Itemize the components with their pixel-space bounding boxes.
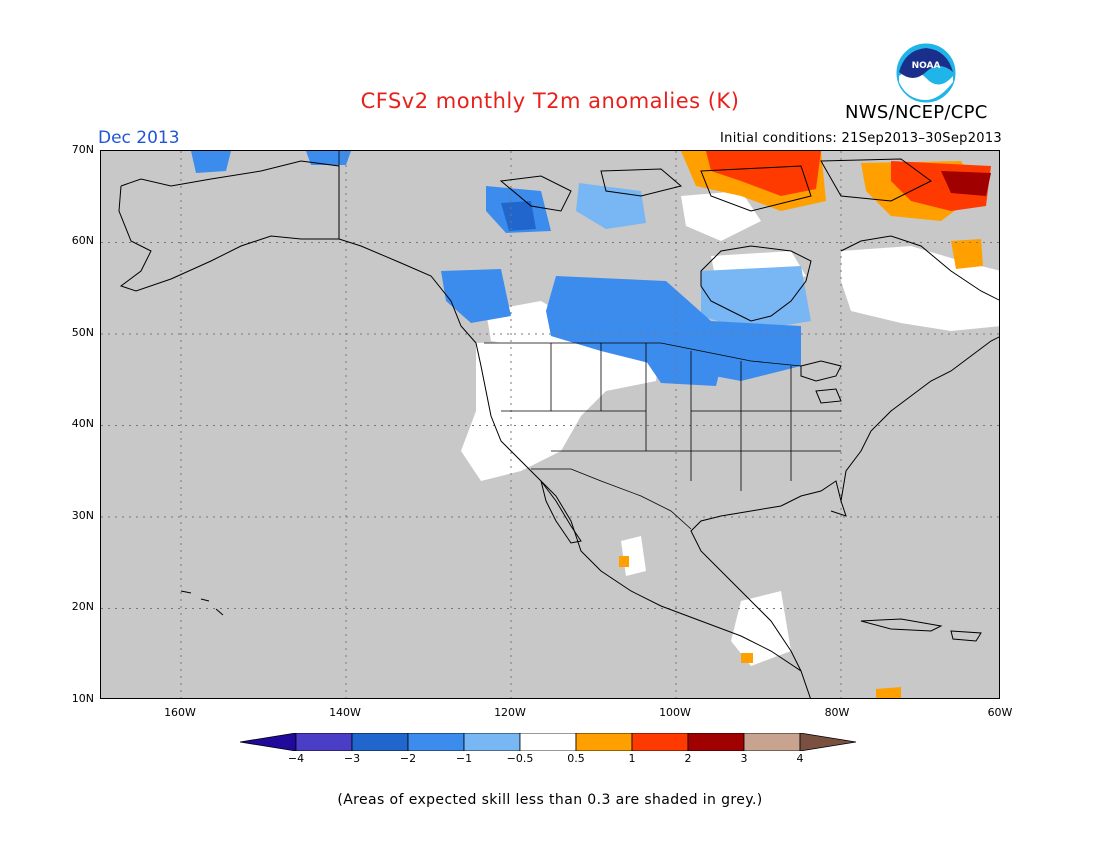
near-normal-west <box>461 337 661 481</box>
cool-light-arctic <box>576 183 646 229</box>
cool-alaska-north <box>191 151 231 173</box>
warm-red-greenland <box>706 151 821 196</box>
warm-dark-baffin <box>941 171 991 196</box>
gulf-coast <box>690 480 847 672</box>
colorbar-segment <box>463 732 521 752</box>
hawaii <box>180 590 224 616</box>
colorbar-segment <box>575 732 633 752</box>
initial-conditions: Initial conditions: 21Sep2013–30Sep2013 <box>720 131 1002 146</box>
colorbar-tick-label: 1 <box>628 752 636 765</box>
colorbar-tick-label: 3 <box>740 752 748 765</box>
lat-label: 40N <box>71 417 94 430</box>
colorbar-low-arrow <box>239 732 297 752</box>
colorbar-tick-label: 0.5 <box>567 752 585 765</box>
great-lakes <box>800 360 842 404</box>
colorbar <box>239 732 860 752</box>
lat-label: 30N <box>71 509 94 522</box>
lat-label: 50N <box>71 326 94 339</box>
colorbar-high-arrow <box>799 732 857 752</box>
near-normal-arctic-east <box>681 191 761 241</box>
warm-caribbean-spot <box>876 687 901 698</box>
atlantic-coast <box>840 336 999 502</box>
colorbar-canvas <box>239 732 857 752</box>
colorbar-tick-label: −1 <box>455 752 473 765</box>
lon-label: 140W <box>329 706 361 719</box>
lat-label: 10N <box>71 692 94 705</box>
map-title: CFSv2 monthly T2m anomalies (K) <box>360 89 740 113</box>
agency-label: NWS/NCEP/CPC <box>845 102 988 123</box>
colorbar-tick-label: 2 <box>684 752 692 765</box>
colorbar-tick-label: −3 <box>343 752 361 765</box>
forecast-month: Dec 2013 <box>98 128 180 148</box>
labrador-coast <box>840 235 999 301</box>
anomaly-map <box>100 150 1000 699</box>
warm-labrador <box>951 239 983 269</box>
alaska-coast <box>118 160 477 344</box>
coastlines <box>118 158 999 698</box>
colorbar-segment <box>351 732 409 752</box>
colorbar-tick-label: −0.5 <box>506 752 534 765</box>
colorbar-tick-label: 4 <box>796 752 804 765</box>
colorbar-tick-label: −2 <box>399 752 417 765</box>
us-mexico-border <box>531 468 692 530</box>
graticule <box>101 151 999 698</box>
lon-label: 120W <box>494 706 526 719</box>
lon-label: 160W <box>164 706 196 719</box>
us-canada-border <box>484 342 802 367</box>
arctic-islands <box>499 158 932 212</box>
political-boundaries <box>338 151 841 530</box>
cool-yukon <box>441 269 511 323</box>
cool-light-hudson <box>701 266 811 331</box>
lon-label: 100W <box>659 706 691 719</box>
colorbar-tick-label: −4 <box>287 752 305 765</box>
warm-mexico-spot <box>619 556 629 567</box>
lat-label: 60N <box>71 234 94 247</box>
caribbean <box>860 618 982 642</box>
colorbar-segment <box>743 732 801 752</box>
noaa-logo: NOAA <box>895 42 957 104</box>
lon-label: 60W <box>987 706 1013 719</box>
warm-central-america-spot <box>741 653 753 663</box>
lat-label: 20N <box>71 600 94 613</box>
near-normal-central-america <box>731 591 791 666</box>
colorbar-segment <box>295 732 353 752</box>
lon-label: 80W <box>824 706 850 719</box>
baja <box>540 480 582 544</box>
svg-text:NOAA: NOAA <box>912 61 941 71</box>
cool-arctic-north <box>306 151 351 165</box>
skill-footnote: (Areas of expected skill less than 0.3 a… <box>337 792 763 808</box>
colorbar-segment <box>407 732 465 752</box>
hudson-bay <box>700 245 812 322</box>
state-lines <box>501 343 841 491</box>
cool-dark-arctic <box>501 201 536 231</box>
anomaly-fields <box>191 151 999 698</box>
map-canvas <box>101 151 999 698</box>
colorbar-segment <box>687 732 745 752</box>
cool-plains-edge <box>646 361 721 386</box>
colorbar-segment <box>631 732 689 752</box>
cool-prairies <box>546 276 801 381</box>
lat-label: 70N <box>71 143 94 156</box>
colorbar-segment <box>519 732 577 752</box>
pacific-coast <box>475 342 811 698</box>
